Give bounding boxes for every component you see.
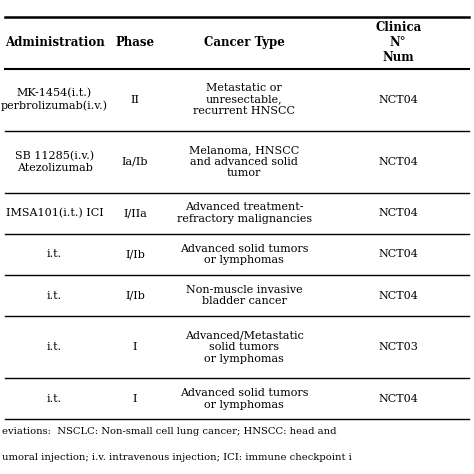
Text: umoral injection; i.v. intravenous injection; ICI: immune checkpoint i: umoral injection; i.v. intravenous injec…	[2, 453, 352, 462]
Text: Phase: Phase	[116, 36, 155, 49]
Text: Advanced solid tumors
or lymphomas: Advanced solid tumors or lymphomas	[180, 388, 309, 410]
Text: I: I	[133, 342, 137, 352]
Text: I/IIa: I/IIa	[123, 208, 147, 218]
Text: Melanoma, HNSCC
and advanced solid
tumor: Melanoma, HNSCC and advanced solid tumor	[189, 145, 299, 178]
Text: IMSA101(i.t.) ICI: IMSA101(i.t.) ICI	[6, 208, 103, 219]
Text: i.t.: i.t.	[47, 249, 62, 259]
Text: Clinica
N°
Num: Clinica N° Num	[375, 21, 421, 64]
Text: II: II	[131, 95, 139, 105]
Text: NCT04: NCT04	[378, 95, 418, 105]
Text: NCT04: NCT04	[378, 156, 418, 166]
Text: i.t.: i.t.	[47, 291, 62, 301]
Text: NCT04: NCT04	[378, 208, 418, 218]
Text: NCT04: NCT04	[378, 249, 418, 259]
Text: MK-1454(i.t.)
perbrolizumab(i.v.): MK-1454(i.t.) perbrolizumab(i.v.)	[1, 88, 108, 111]
Text: Non-muscle invasive
bladder cancer: Non-muscle invasive bladder cancer	[186, 285, 302, 307]
Text: Advanced solid tumors
or lymphomas: Advanced solid tumors or lymphomas	[180, 244, 309, 265]
Text: eviations:  NSCLC: Non-small cell lung cancer; HNSCC: head and: eviations: NSCLC: Non-small cell lung ca…	[2, 427, 337, 436]
Text: SB 11285(i.v.)
Atezolizumab: SB 11285(i.v.) Atezolizumab	[15, 151, 94, 173]
Text: i.t.: i.t.	[47, 342, 62, 352]
Text: Advanced treatment-
refractory malignancies: Advanced treatment- refractory malignanc…	[176, 202, 312, 224]
Text: Administration: Administration	[5, 36, 104, 49]
Text: Cancer Type: Cancer Type	[204, 36, 284, 49]
Text: NCT03: NCT03	[378, 342, 418, 352]
Text: i.t.: i.t.	[47, 394, 62, 404]
Text: Advanced/Metastatic
solid tumors
or lymphomas: Advanced/Metastatic solid tumors or lymp…	[185, 331, 303, 364]
Text: I/Ib: I/Ib	[125, 249, 145, 259]
Text: NCT04: NCT04	[378, 291, 418, 301]
Text: Ia/Ib: Ia/Ib	[122, 156, 148, 166]
Text: NCT04: NCT04	[378, 394, 418, 404]
Text: Metastatic or
unresectable,
recurrent HNSCC: Metastatic or unresectable, recurrent HN…	[193, 83, 295, 116]
Text: I/Ib: I/Ib	[125, 291, 145, 301]
Text: I: I	[133, 394, 137, 404]
